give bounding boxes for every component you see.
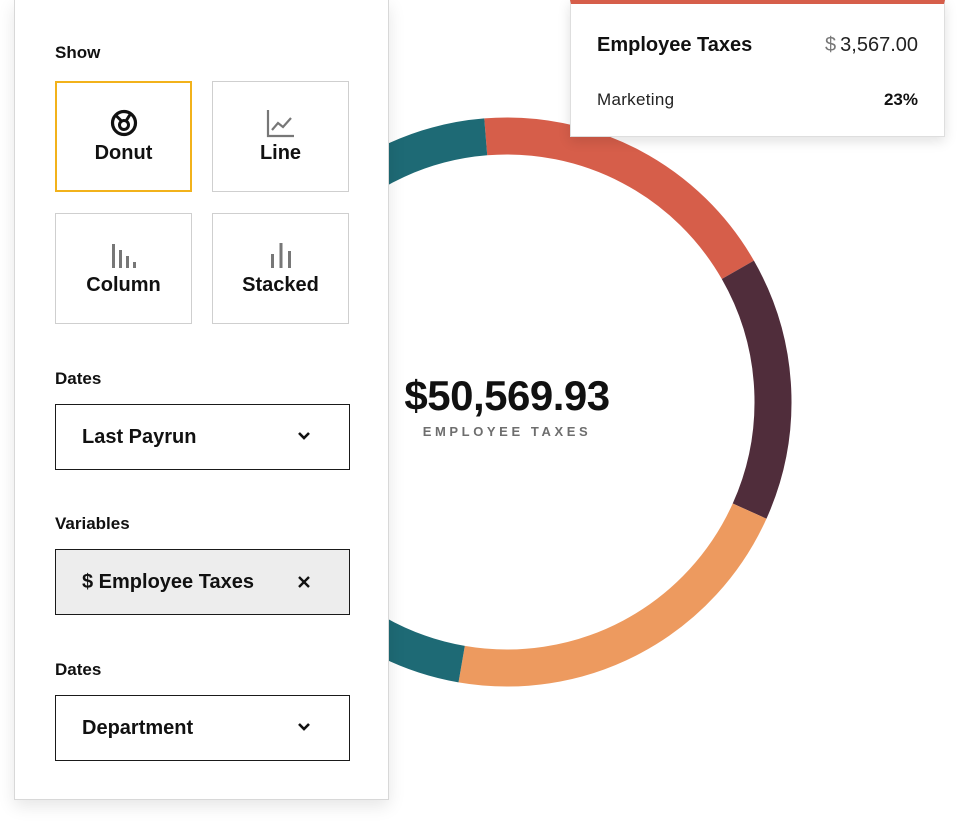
donut-slice-1[interactable] [484, 117, 754, 280]
stacked-chart-icon [266, 240, 296, 270]
donut-slice-3[interactable] [458, 503, 767, 687]
chart-settings-panel: Show Donut Line [14, 0, 389, 800]
tooltip-amount-value: 3,567.00 [840, 34, 918, 56]
column-button-label: Column [86, 274, 161, 296]
variable-chip: $ Employee Taxes [55, 549, 350, 615]
column-chart-icon [109, 240, 139, 270]
tooltip-currency: $ [825, 34, 837, 56]
donut-caption: EMPLOYEE TAXES [422, 424, 592, 439]
donut-center: $50,569.93 EMPLOYEE TAXES [357, 370, 657, 439]
donut-icon [109, 108, 139, 138]
variable-chip-value: $ Employee Taxes [82, 570, 254, 593]
dates-label: Dates [55, 369, 102, 388]
chevron-down-icon [297, 719, 311, 737]
chevron-down-icon [297, 428, 311, 446]
remove-variable-button[interactable] [297, 575, 311, 589]
donut-button-label: Donut [94, 142, 153, 164]
stacked-button-label: Stacked [242, 274, 319, 296]
close-icon [298, 576, 310, 588]
show-label: Show [55, 43, 101, 62]
tooltip-percent: 23% [883, 90, 918, 109]
donut-button[interactable]: Donut [55, 81, 192, 192]
dates-select[interactable]: Last Payrun [55, 404, 350, 470]
variables-label: Variables [55, 514, 130, 533]
stacked-button[interactable]: Stacked [212, 213, 349, 324]
line-button[interactable]: Line [212, 81, 349, 192]
column-button[interactable]: Column [55, 213, 192, 324]
donut-total: $50,569.93 [404, 372, 610, 419]
tooltip-department: Marketing [597, 90, 675, 109]
tooltip-title: Employee Taxes [597, 34, 753, 56]
tooltip-amount: $3,567.00 [825, 34, 918, 57]
line-chart-icon [266, 108, 296, 138]
group-select[interactable]: Department [55, 695, 350, 761]
group-label: Dates [55, 660, 102, 679]
line-button-label: Line [259, 142, 302, 164]
group-select-value: Department [82, 716, 194, 739]
dates-select-value: Last Payrun [82, 425, 197, 448]
donut-slice-2[interactable] [721, 260, 792, 519]
slice-tooltip: Employee Taxes $3,567.00 Marketing 23% [570, 0, 945, 137]
